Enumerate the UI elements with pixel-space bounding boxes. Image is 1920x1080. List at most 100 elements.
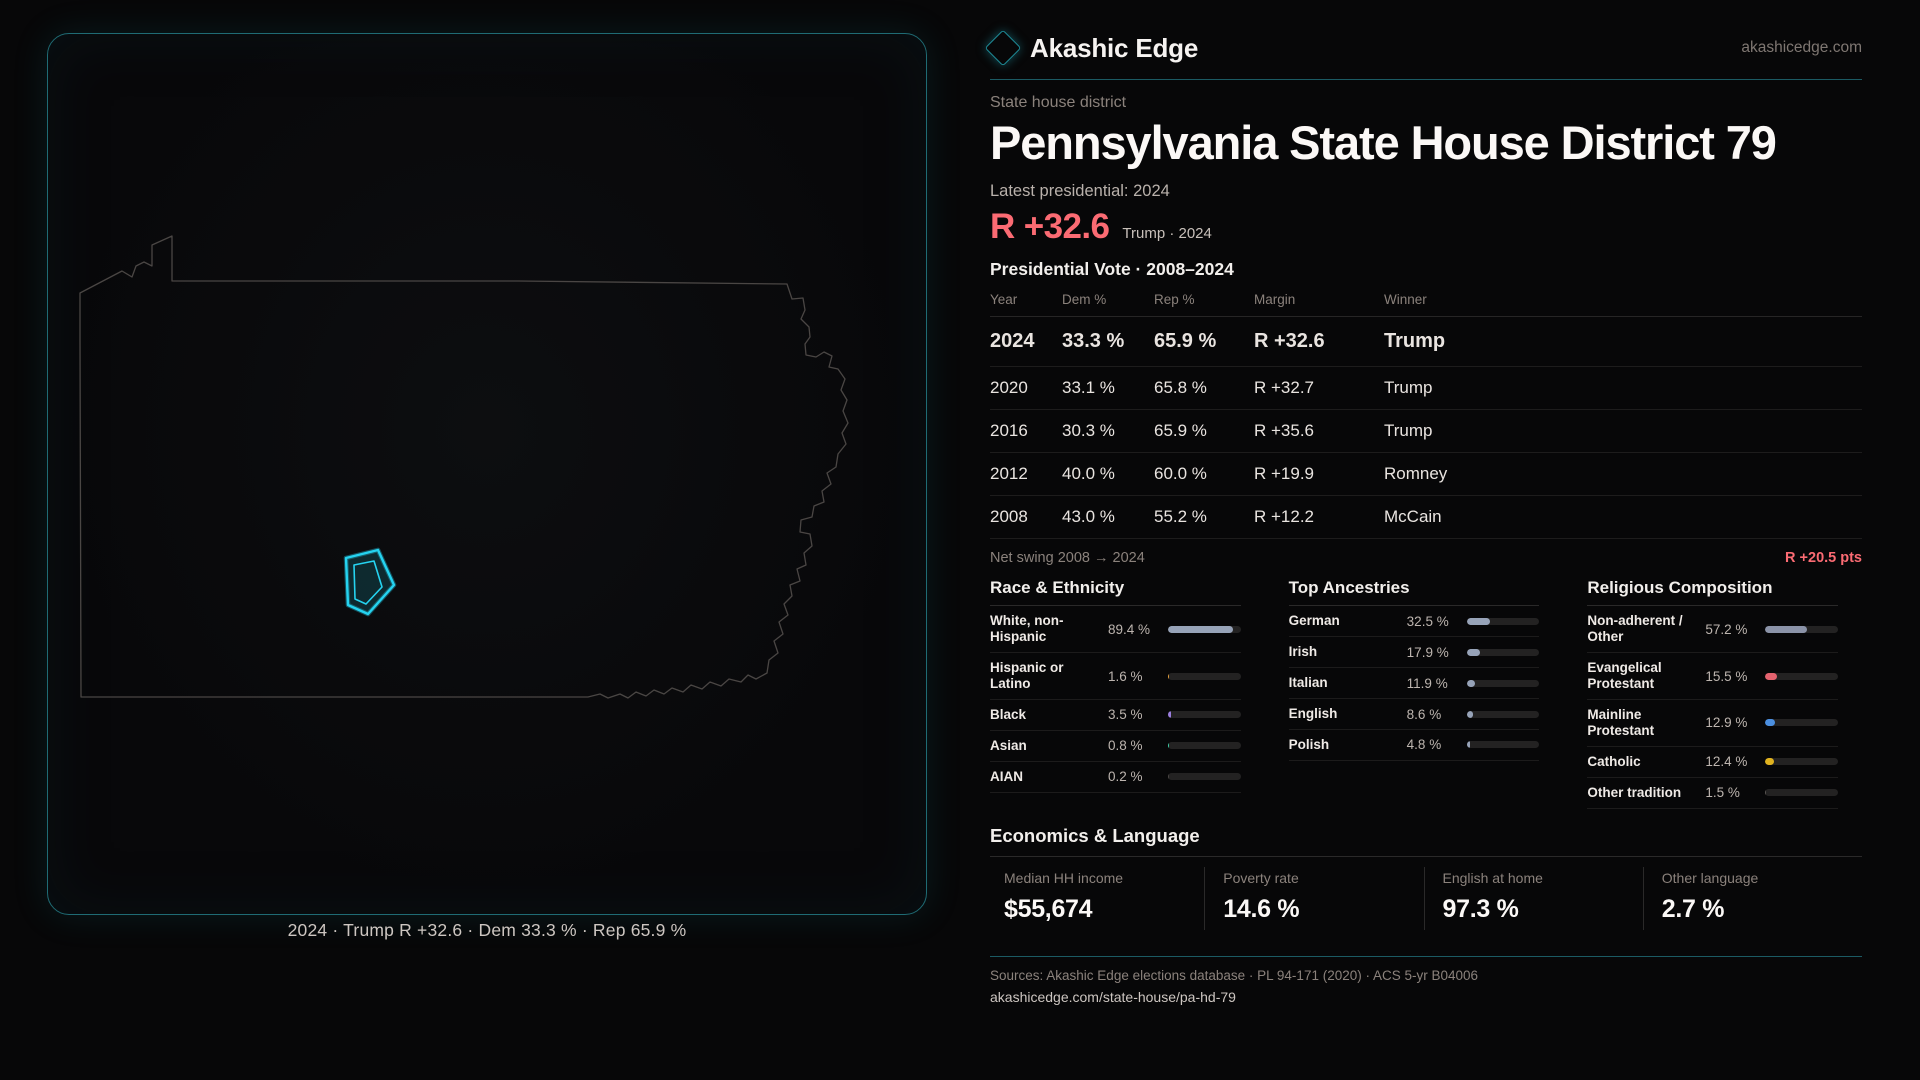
cell-year: 2008 xyxy=(990,495,1062,540)
page-kicker: State house district xyxy=(990,94,1127,111)
net-swing-label: Net swing 2008 → 2024 xyxy=(990,550,1145,567)
cell-year: 2024 xyxy=(990,316,1062,368)
footer-url[interactable]: akashicedge.com/state-house/pa-hd-79 xyxy=(990,988,1236,1005)
bar-track xyxy=(1466,679,1540,687)
bar-value: 17.9 % xyxy=(1406,644,1449,660)
bar-label: Italian xyxy=(1288,675,1328,691)
chart-religious-composition: Religious Composition Non-adherent / Oth… xyxy=(1563,578,1862,809)
map-panel[interactable] xyxy=(47,33,927,915)
bar-track xyxy=(1765,719,1839,727)
bar-fill xyxy=(1168,711,1171,719)
brand-url[interactable]: akashicedge.com xyxy=(1741,39,1862,56)
bar-label: White, non-Hispanic xyxy=(990,613,1064,645)
economics-title: Economics & Language xyxy=(990,825,1862,857)
bar-track xyxy=(1168,711,1241,719)
bar-fill xyxy=(1466,710,1473,718)
econ-cell-median-income: Median HH income $55,674 xyxy=(990,867,1204,930)
headline-margin-sub: Trump · 2024 xyxy=(1122,225,1212,243)
bar-track xyxy=(1765,625,1839,633)
cell-year: 2016 xyxy=(990,409,1062,454)
cell-dem: 30.3 % xyxy=(1062,409,1154,454)
map-caption: 2024 · Trump R +32.6 · Dem 33.3 % · Rep … xyxy=(287,920,687,940)
bar-value: 0.8 % xyxy=(1108,738,1143,754)
cell-rep: 65.8 % xyxy=(1154,366,1254,411)
bar-value: 8.6 % xyxy=(1406,706,1442,722)
table-header-row: Year Dem % Rep % Margin Winner xyxy=(990,289,1862,318)
state-map-svg xyxy=(79,235,849,699)
econ-key: Median HH income xyxy=(1004,869,1124,886)
econ-cell-other-language: Other language 2.7 % xyxy=(1642,866,1862,930)
cell-margin: R +35.6 xyxy=(1254,409,1384,454)
cell-rep: 55.2 % xyxy=(1154,495,1254,540)
list-item: Evangelical Protestant 15.5 % xyxy=(1587,653,1839,700)
bar-value: 12.9 % xyxy=(1705,715,1748,731)
econ-value: $55,674 xyxy=(1004,894,1093,923)
bar-value: 89.4 % xyxy=(1108,621,1151,637)
chart-top-ancestries: Top Ancestries German 32.5 % Irish 17.9 … xyxy=(1265,578,1564,808)
cell-year: 2012 xyxy=(990,452,1062,497)
brand-name: Akashic Edge xyxy=(1030,32,1199,63)
cell-margin: R +32.7 xyxy=(1254,366,1384,411)
list-item: Hispanic or Latino 1.6 % xyxy=(990,653,1241,700)
col-dem: Dem % xyxy=(1062,289,1154,318)
bar-fill xyxy=(1466,617,1491,625)
col-margin: Margin xyxy=(1254,289,1384,318)
bar-fill xyxy=(1168,742,1169,750)
bar-label: English xyxy=(1288,706,1338,722)
bar-value: 57.2 % xyxy=(1705,621,1748,637)
cell-rep: 60.0 % xyxy=(1154,452,1254,497)
bar-label: Catholic xyxy=(1587,753,1641,769)
cell-dem: 33.1 % xyxy=(1062,366,1154,411)
chart-title: Top Ancestries xyxy=(1288,578,1540,607)
bar-value: 1.5 % xyxy=(1705,785,1740,801)
list-item: Asian 0.8 % xyxy=(990,731,1241,762)
table-row[interactable]: 2012 40.0 % 60.0 % R +19.9 Romney xyxy=(990,452,1862,497)
bar-track xyxy=(1168,773,1241,781)
bar-fill xyxy=(1168,625,1233,633)
bar-label: Polish xyxy=(1288,736,1330,752)
list-item: Catholic 12.4 % xyxy=(1587,747,1839,778)
bar-track xyxy=(1466,648,1540,656)
table-row[interactable]: 2016 30.3 % 65.9 % R +35.6 Trump xyxy=(990,409,1862,454)
footer-sources: Sources: Akashic Edge elections database… xyxy=(990,967,1479,983)
bar-track xyxy=(1765,758,1839,766)
bar-label: Non-adherent / Other xyxy=(1587,613,1683,645)
map-column: 2024 · Trump R +32.6 · Dem 33.3 % · Rep … xyxy=(47,33,927,940)
bar-fill xyxy=(1466,648,1480,656)
econ-value: 14.6 % xyxy=(1223,894,1300,923)
net-swing-row: Net swing 2008 → 2024 R +20.5 pts xyxy=(990,550,1862,566)
demographics-grid: Race & Ethnicity White, non-Hispanic 89.… xyxy=(990,578,1862,809)
pennsylvania-outline xyxy=(79,235,849,699)
list-item: Mainline Protestant 12.9 % xyxy=(1587,700,1839,747)
cell-margin: R +19.9 xyxy=(1254,452,1384,497)
bar-track xyxy=(1765,789,1839,797)
diamond-icon xyxy=(984,29,1022,67)
table-row[interactable]: 2024 33.3 % 65.9 % R +32.6 Trump xyxy=(990,316,1862,368)
list-item: Irish 17.9 % xyxy=(1288,637,1540,669)
bar-fill xyxy=(1765,758,1775,766)
bar-label: German xyxy=(1288,613,1340,629)
bar-value: 11.9 % xyxy=(1406,675,1448,691)
bar-track xyxy=(1168,625,1241,633)
cell-winner: Trump xyxy=(1384,316,1862,368)
econ-cell-poverty-rate: Poverty rate 14.6 % xyxy=(1204,866,1423,930)
bar-label: Asian xyxy=(990,737,1027,753)
presidential-vote-table: Year Dem % Rep % Margin Winner 2024 33.3… xyxy=(990,289,1862,540)
table-row[interactable]: 2008 43.0 % 55.2 % R +12.2 McCain xyxy=(990,495,1862,540)
cell-rep: 65.9 % xyxy=(1154,409,1254,454)
bar-value: 4.8 % xyxy=(1406,737,1442,753)
bar-value: 15.5 % xyxy=(1705,668,1748,684)
bar-value: 12.4 % xyxy=(1705,754,1748,770)
bar-track xyxy=(1466,741,1540,749)
brand-bar: Akashic Edge akashicedge.com xyxy=(984,26,1862,70)
economics-grid: Median HH income $55,674 Poverty rate 14… xyxy=(990,866,1862,930)
data-column: Akashic Edge akashicedge.com State house… xyxy=(960,0,1920,1080)
list-item: Other tradition 1.5 % xyxy=(1587,778,1839,809)
table-row[interactable]: 2020 33.1 % 65.8 % R +32.7 Trump xyxy=(990,366,1862,411)
bar-label: Mainline Protestant xyxy=(1587,706,1655,738)
bar-fill xyxy=(1466,741,1471,749)
cell-winner: Romney xyxy=(1384,452,1862,497)
econ-key: Poverty rate xyxy=(1223,869,1299,886)
list-item: Non-adherent / Other 57.2 % xyxy=(1587,606,1839,654)
